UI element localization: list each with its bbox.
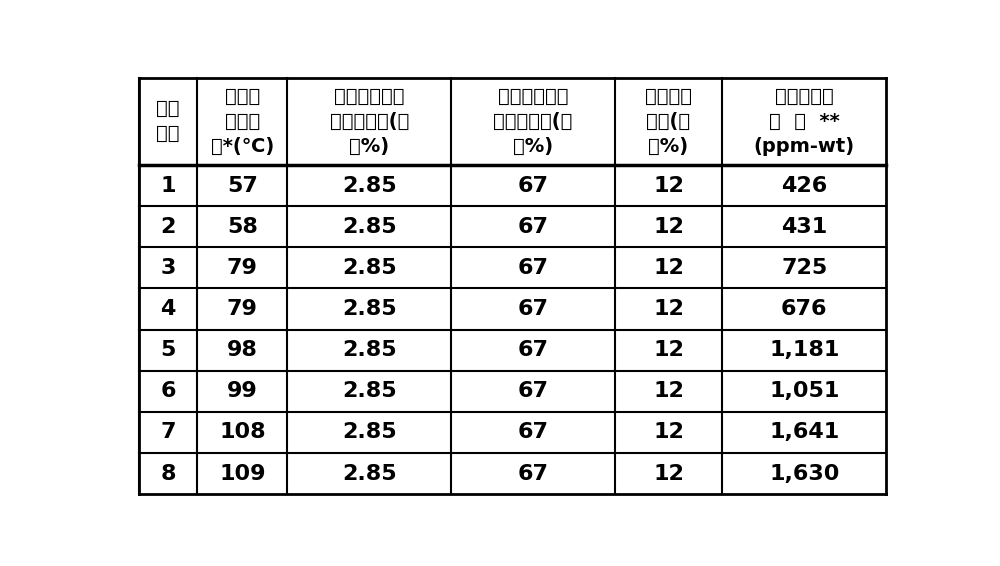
Text: 1,181: 1,181 xyxy=(769,340,839,360)
Text: 58: 58 xyxy=(227,217,258,237)
Text: 2.85: 2.85 xyxy=(342,422,397,443)
Text: 硝基酚形成
总  量  **
(ppm-wt): 硝基酚形成 总 量 ** (ppm-wt) xyxy=(754,87,855,156)
Text: 2.85: 2.85 xyxy=(342,299,397,319)
Text: 99: 99 xyxy=(227,381,258,401)
Text: 2.85: 2.85 xyxy=(342,217,397,237)
Text: 12: 12 xyxy=(653,175,684,196)
Text: 1,051: 1,051 xyxy=(769,381,839,401)
Text: 67: 67 xyxy=(517,258,548,278)
Text: 12: 12 xyxy=(653,381,684,401)
Text: 8: 8 xyxy=(160,464,176,483)
Text: 7: 7 xyxy=(160,422,176,443)
Text: 431: 431 xyxy=(781,217,827,237)
Text: 12: 12 xyxy=(653,299,684,319)
Text: 2.85: 2.85 xyxy=(342,340,397,360)
Text: 1,641: 1,641 xyxy=(769,422,839,443)
Text: 2.85: 2.85 xyxy=(342,381,397,401)
Text: 12: 12 xyxy=(653,258,684,278)
Text: 3: 3 xyxy=(160,258,176,278)
Text: 67: 67 xyxy=(517,464,548,483)
Text: 试验
编号: 试验 编号 xyxy=(156,99,180,143)
Text: 67: 67 xyxy=(517,340,548,360)
Text: 98: 98 xyxy=(227,340,258,360)
Text: 初始混
合酸温
度*(℃): 初始混 合酸温 度*(℃) xyxy=(211,87,274,156)
Text: 5: 5 xyxy=(160,340,176,360)
Text: 1: 1 xyxy=(160,175,176,196)
Text: 1,630: 1,630 xyxy=(769,464,839,483)
Text: 67: 67 xyxy=(517,175,548,196)
Text: 12: 12 xyxy=(653,340,684,360)
Text: 初始混合酸中
的硝酸浓度(重
量%): 初始混合酸中 的硝酸浓度(重 量%) xyxy=(330,87,409,156)
Text: 4: 4 xyxy=(160,299,176,319)
Text: 57: 57 xyxy=(227,175,258,196)
Text: 2.85: 2.85 xyxy=(342,258,397,278)
Text: 725: 725 xyxy=(781,258,827,278)
Text: 426: 426 xyxy=(781,175,827,196)
Text: 苯的反应
过量(重
量%): 苯的反应 过量(重 量%) xyxy=(645,87,692,156)
Text: 676: 676 xyxy=(781,299,827,319)
Text: 2.85: 2.85 xyxy=(342,464,397,483)
Text: 67: 67 xyxy=(517,381,548,401)
Text: 初始混合酸中
的硫酸浓度(重
量%): 初始混合酸中 的硫酸浓度(重 量%) xyxy=(493,87,573,156)
Text: 67: 67 xyxy=(517,422,548,443)
Text: 2: 2 xyxy=(160,217,176,237)
Text: 67: 67 xyxy=(517,299,548,319)
Text: 79: 79 xyxy=(227,258,258,278)
Text: 12: 12 xyxy=(653,217,684,237)
Text: 12: 12 xyxy=(653,464,684,483)
Text: 109: 109 xyxy=(219,464,266,483)
Text: 67: 67 xyxy=(517,217,548,237)
Text: 6: 6 xyxy=(160,381,176,401)
Text: 2.85: 2.85 xyxy=(342,175,397,196)
Text: 79: 79 xyxy=(227,299,258,319)
Text: 108: 108 xyxy=(219,422,266,443)
Text: 12: 12 xyxy=(653,422,684,443)
